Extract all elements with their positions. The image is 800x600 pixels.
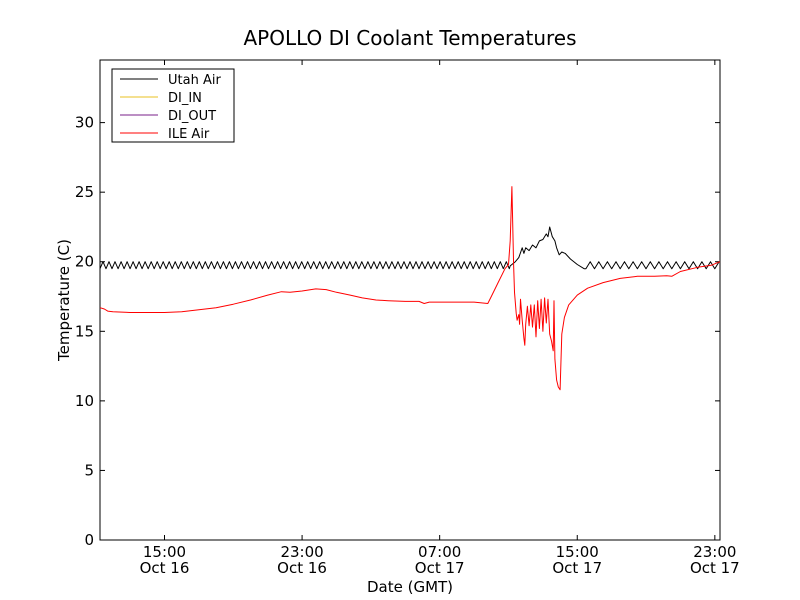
legend-label: ILE Air — [168, 127, 210, 142]
y-tick-label: 30 — [75, 114, 94, 132]
chart-title: APOLLO DI Coolant Temperatures — [243, 26, 576, 50]
y-tick-label: 15 — [75, 322, 94, 340]
x-tick-date-label: Oct 16 — [140, 559, 190, 577]
x-tick-time-label: 15:00 — [556, 543, 599, 561]
x-tick-time-label: 23:00 — [280, 543, 323, 561]
y-tick-label: 25 — [75, 183, 94, 201]
plot-area — [99, 59, 721, 541]
x-tick-time-label: 15:00 — [143, 543, 186, 561]
x-tick-date-label: Oct 16 — [277, 559, 327, 577]
series-line-ile-air — [99, 186, 721, 391]
legend-label: Utah Air — [168, 73, 221, 88]
y-axis: 0 5 10 15 20 25 30 — [75, 114, 720, 549]
y-tick-label: 5 — [84, 461, 94, 479]
legend: Utah Air DI_IN DI_OUT ILE Air — [111, 68, 235, 143]
y-axis-label: Temperature (C) — [55, 239, 73, 362]
x-axis-label: Date (GMT) — [367, 578, 453, 596]
series-layer — [99, 186, 721, 391]
y-tick-label: 20 — [75, 253, 94, 271]
x-tick-time-label: 07:00 — [418, 543, 461, 561]
x-tick-date-label: Oct 17 — [552, 559, 602, 577]
x-tick-time-label: 23:00 — [693, 543, 736, 561]
legend-label: DI_OUT — [168, 109, 216, 124]
legend-label: DI_IN — [168, 91, 202, 106]
y-tick-label: 10 — [75, 392, 94, 410]
x-tick-date-label: Oct 17 — [415, 559, 465, 577]
series-line-utah-air — [99, 226, 720, 270]
y-tick-label: 0 — [84, 531, 94, 549]
x-tick-date-label: Oct 17 — [690, 559, 740, 577]
legend-box — [111, 68, 235, 143]
legend-items: Utah Air DI_IN DI_OUT ILE Air — [120, 73, 221, 142]
